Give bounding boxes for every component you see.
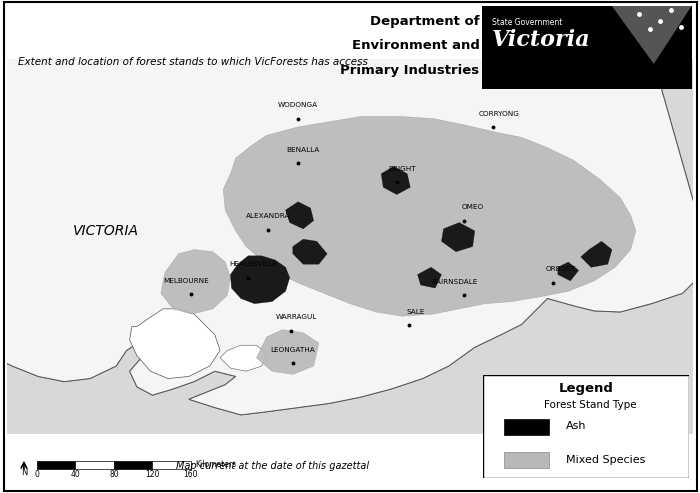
Text: Primary Industries: Primary Industries [340, 64, 480, 77]
Polygon shape [581, 241, 612, 267]
Text: 120: 120 [145, 470, 160, 479]
Polygon shape [418, 267, 442, 288]
Text: WARRAGUL: WARRAGUL [275, 315, 316, 320]
Text: Ash: Ash [566, 422, 586, 431]
Text: Kilometers: Kilometers [195, 460, 237, 469]
Text: CORRYONG: CORRYONG [478, 110, 519, 116]
Bar [503, 419, 549, 435]
Text: Forest Stand Type: Forest Stand Type [544, 399, 637, 410]
Text: 80: 80 [109, 470, 119, 479]
Polygon shape [220, 345, 267, 371]
Text: State Government: State Government [492, 18, 563, 27]
Polygon shape [558, 262, 579, 281]
Bar [503, 453, 549, 468]
Polygon shape [223, 116, 636, 316]
Text: N: N [21, 468, 27, 477]
Text: LEONGATHA: LEONGATHA [270, 347, 315, 352]
Bar [37, 461, 76, 469]
Polygon shape [442, 223, 475, 252]
Polygon shape [230, 256, 290, 304]
Text: Department of: Department of [370, 15, 480, 28]
Text: 160: 160 [183, 470, 198, 479]
Polygon shape [161, 249, 230, 314]
Text: Map current at the date of this gazettal: Map current at the date of this gazettal [176, 461, 370, 471]
Polygon shape [382, 167, 410, 195]
Text: BENALLA: BENALLA [286, 147, 320, 153]
Text: 0: 0 [34, 470, 39, 479]
Text: Legend: Legend [559, 382, 614, 395]
Bar [153, 461, 191, 469]
Polygon shape [0, 0, 700, 415]
Text: Environment and: Environment and [351, 39, 480, 52]
Polygon shape [256, 330, 318, 374]
Text: 40: 40 [71, 470, 80, 479]
Text: Victoria: Victoria [492, 29, 591, 51]
Text: ALEXANDRA: ALEXANDRA [246, 213, 290, 219]
Text: BRIGHT: BRIGHT [389, 166, 416, 172]
Bar [76, 461, 114, 469]
Polygon shape [0, 0, 700, 415]
Text: VICTORIA: VICTORIA [73, 224, 139, 238]
Text: HEALESVILLE: HEALESVILLE [230, 261, 277, 267]
Polygon shape [612, 6, 692, 64]
Text: OMEO: OMEO [461, 204, 484, 210]
Polygon shape [130, 309, 220, 379]
Text: WODONGA: WODONGA [278, 102, 318, 108]
Polygon shape [293, 239, 327, 264]
Polygon shape [286, 202, 314, 229]
Text: ORBOST: ORBOST [546, 267, 576, 273]
Polygon shape [7, 60, 693, 433]
Text: MELBOURNE: MELBOURNE [163, 278, 209, 284]
Text: SALE: SALE [406, 309, 425, 315]
Text: BAIRNSDALE: BAIRNSDALE [430, 279, 477, 285]
Text: Extent and location of forest stands to which VicForests has access: Extent and location of forest stands to … [18, 57, 368, 67]
Text: Mixed Species: Mixed Species [566, 455, 645, 464]
Bar [114, 461, 153, 469]
